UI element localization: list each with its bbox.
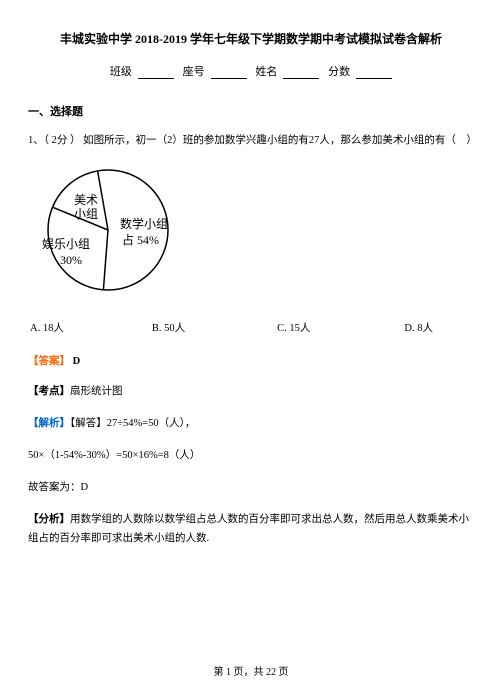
- kaodian-label: 【考点】: [28, 386, 70, 397]
- section-heading: 一、选择题: [28, 103, 474, 119]
- fenxi-text: 用数学组的人数除以数学组占总人数的百分率即可求出总人数，然后用总人数乘美术小组占…: [28, 514, 469, 545]
- kaodian-line: 【考点】扇形统计图: [28, 382, 474, 402]
- field-score: 分数: [328, 66, 350, 78]
- answer-value: D: [73, 356, 81, 367]
- jiexi-label: 【解析】: [28, 418, 70, 429]
- calc1: 27÷54%=50（人），: [107, 418, 196, 429]
- fenxi-label: 【分析】: [28, 514, 70, 525]
- blank: [138, 78, 174, 79]
- jieda-label: 【解答】: [70, 418, 107, 429]
- page-footer: 第 1 页，共 22 页: [0, 663, 502, 678]
- pie-chart: 数学小组占 54% 娱乐小组 30% 美术小组: [30, 160, 474, 308]
- pie-svg: 数学小组占 54% 娱乐小组 30% 美术小组: [30, 160, 240, 305]
- svg-text:美术: 美术: [74, 193, 98, 207]
- blank: [211, 78, 247, 79]
- svg-text:数学小组: 数学小组: [120, 216, 168, 231]
- answer-line: 【答案】 D: [28, 353, 474, 368]
- fenxi-line: 【分析】用数学组的人数除以数学组占总人数的百分率即可求出总人数，然后用总人数乘美…: [28, 510, 474, 550]
- jiexi-line1: 【解析】【解答】27÷54%=50（人），: [28, 414, 474, 434]
- calc2: 50×（1-54%-30%）=50×16%=8（人）: [28, 446, 474, 466]
- svg-text:娱乐小组: 娱乐小组: [42, 237, 90, 251]
- doc-title: 丰城实验中学 2018-2019 学年七年级下学期数学期中考试模拟试卷含解析: [28, 30, 474, 47]
- blank: [283, 78, 319, 79]
- q1-options: A. 18人 B. 50人 C. 15人 D. 8人: [28, 320, 474, 335]
- q1-stem: 1、（ 2分 ） 如图所示，初一（2）班的参加数学兴趣小组的有27人，那么参加美…: [28, 133, 474, 150]
- conclusion: 故答案为：D: [28, 478, 474, 498]
- opt-b: B. 50人: [152, 320, 185, 335]
- svg-text:30%: 30%: [60, 253, 82, 267]
- svg-text:小组: 小组: [74, 207, 98, 221]
- svg-text:占 54%: 占 54%: [122, 232, 159, 247]
- kaodian-value: 扇形统计图: [70, 386, 123, 397]
- answer-label: 【答案】: [28, 356, 70, 367]
- field-seat: 座号: [183, 66, 205, 78]
- opt-a: A. 18人: [30, 320, 64, 335]
- header-fields: 班级 座号 姓名 分数: [28, 63, 474, 79]
- opt-d: D. 8人: [404, 320, 433, 335]
- blank: [356, 78, 392, 79]
- field-class: 班级: [110, 66, 132, 78]
- opt-c: C. 15人: [277, 320, 310, 335]
- field-name: 姓名: [255, 66, 277, 78]
